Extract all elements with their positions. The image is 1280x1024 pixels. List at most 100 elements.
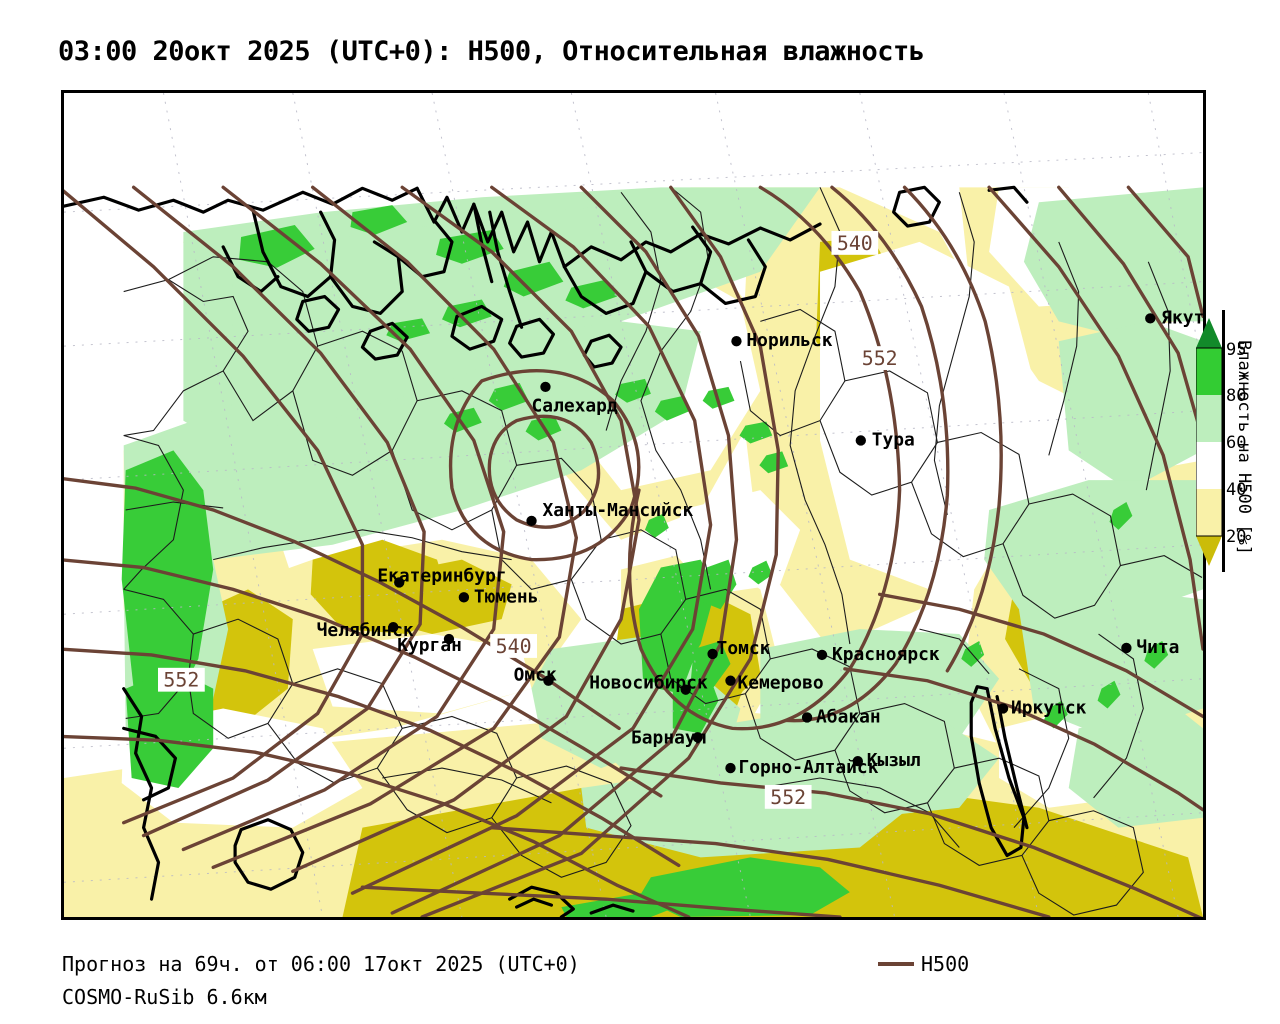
city-dot: [1121, 642, 1132, 654]
city-marker[interactable]: Иркутск: [997, 697, 1087, 718]
city-label: Норильск: [746, 330, 832, 351]
city-dot: [540, 381, 551, 393]
city-dot: [801, 712, 813, 723]
city-marker[interactable]: Якутск: [1145, 307, 1203, 328]
city-label: Красноярск: [832, 644, 940, 665]
city-dot: [394, 577, 405, 588]
city-dot: [725, 762, 736, 774]
colorbar-axis-line: [1222, 310, 1225, 572]
city-label: Челябинск: [317, 620, 414, 641]
region-borders: [123, 186, 1203, 916]
city-dot: [731, 336, 742, 347]
city-dot: [707, 648, 718, 660]
city-label: Омск: [514, 665, 557, 686]
city-marker[interactable]: Барнаул: [631, 727, 706, 748]
city-label: Кемерово: [737, 673, 823, 694]
city-label: Барнаул: [631, 727, 706, 748]
contour-value-label: 552: [856, 346, 904, 370]
colorbar-swatch-60-80: [1196, 395, 1222, 442]
colorbar-tick-80: 80: [1226, 386, 1247, 406]
city-marker[interactable]: Горно-Алтайск: [725, 757, 879, 778]
contour-label-backdrop: [490, 634, 538, 658]
city-marker[interactable]: Курган: [397, 633, 462, 656]
city-dot: [816, 649, 828, 661]
h500-contours: [64, 185, 1203, 917]
colorbar-tick-40: 40: [1226, 480, 1247, 500]
city-dot: [852, 755, 863, 767]
map-canvas[interactable]: Якутск Норильск Салехард Тура Ханты-Мансийск…: [61, 90, 1206, 920]
city-label: Ханты-Мансийск: [542, 500, 693, 521]
city-label: Новосибирск: [589, 673, 708, 694]
contour-value-label: 552: [158, 667, 205, 692]
colorbar-title: Влажность на H500 [%]: [1234, 340, 1254, 555]
colorbar-swatch-20-40: [1196, 489, 1222, 536]
city-label: Абакан: [816, 706, 881, 727]
city-marker[interactable]: Кызыл: [852, 750, 921, 771]
contour-value-label: 540: [490, 634, 538, 658]
page-title: 03:00 20окт 2025 (UTC+0): H500, Относите…: [58, 36, 925, 67]
city-dot: [680, 684, 691, 695]
colorbar-swatch-below-20: [1196, 536, 1222, 566]
city-marker[interactable]: Новосибирск: [589, 673, 708, 695]
city-marker[interactable]: Омск: [514, 665, 557, 686]
city-dot: [997, 703, 1009, 714]
city-marker[interactable]: Тюмень: [458, 586, 539, 607]
contour-label-text: 540: [496, 635, 532, 658]
city-marker[interactable]: Кемерово: [725, 673, 824, 694]
colorbar-tick-95: 95: [1226, 340, 1247, 360]
contour-label-text: 552: [770, 786, 806, 809]
city-marker[interactable]: Чита: [1121, 637, 1179, 658]
contour-label-text: 540: [837, 232, 873, 255]
contour-label-backdrop: [831, 230, 879, 255]
city-marker[interactable]: Норильск: [731, 330, 833, 351]
model-info: COSMO-RuSib 6.6км: [62, 985, 267, 1009]
forecast-info: Прогноз на 69ч. от 06:00 17окт 2025 (UTC…: [62, 952, 580, 976]
colorbar-graphic: [1196, 318, 1222, 566]
city-marker[interactable]: Екатеринбург: [377, 565, 507, 588]
city-dot: [458, 592, 470, 603]
h500-line-swatch: [878, 962, 914, 966]
contour-value-label: 552: [764, 784, 812, 809]
contour-label-layer: 540 552 540 552 552: [158, 230, 904, 809]
city-dot: [443, 633, 455, 645]
legend-h500: H500: [878, 952, 969, 976]
city-label: Якутск: [1161, 307, 1203, 328]
city-marker[interactable]: Тура: [855, 429, 915, 450]
city-marker[interactable]: Челябинск: [317, 620, 414, 641]
colorbar-tick-60: 60: [1226, 433, 1247, 453]
city-label: Горно-Алтайск: [738, 757, 878, 778]
city-marker[interactable]: Томск: [707, 638, 771, 660]
city-label: Чита: [1136, 637, 1179, 658]
city-marker[interactable]: Салехард: [532, 381, 618, 417]
contour-label-text: 552: [862, 347, 898, 370]
city-marker[interactable]: Ханты-Мансийск: [526, 500, 694, 527]
city-dot: [388, 621, 399, 633]
contour-label-backdrop: [856, 346, 904, 370]
city-label: Иркутск: [1011, 697, 1087, 718]
map-graphic: Якутск Норильск Салехард Тура Ханты-Мансийск…: [64, 93, 1203, 917]
h500-legend-label: H500: [921, 952, 970, 976]
city-dot: [692, 732, 703, 743]
city-marker[interactable]: Абакан: [801, 706, 881, 727]
city-marker[interactable]: Красноярск: [816, 644, 940, 665]
contour-label-backdrop: [158, 667, 205, 692]
city-dot: [1145, 313, 1156, 324]
city-dot: [543, 675, 554, 686]
city-label: Тюмень: [474, 586, 539, 607]
city-layer: Якутск Норильск Салехард Тура Ханты-Мансийск…: [317, 307, 1203, 778]
contour-label-backdrop: [764, 784, 812, 809]
colorbar-swatch-80-95: [1196, 348, 1222, 395]
city-label: Курган: [397, 635, 462, 656]
city-label: Салехард: [532, 396, 618, 417]
city-label: Екатеринбург: [377, 565, 506, 586]
colorbar-swatch-40-60: [1196, 442, 1222, 489]
city-dot: [855, 435, 866, 446]
city-dot: [526, 515, 537, 527]
city-label: Тура: [872, 429, 915, 450]
city-label: Кызыл: [867, 750, 921, 771]
colorbar-tick-20: 20: [1226, 527, 1247, 547]
contour-value-label: 540: [831, 230, 879, 255]
city-label: Томск: [717, 638, 771, 659]
colorbar[interactable]: 95 80 60 40 20: [1196, 318, 1246, 566]
